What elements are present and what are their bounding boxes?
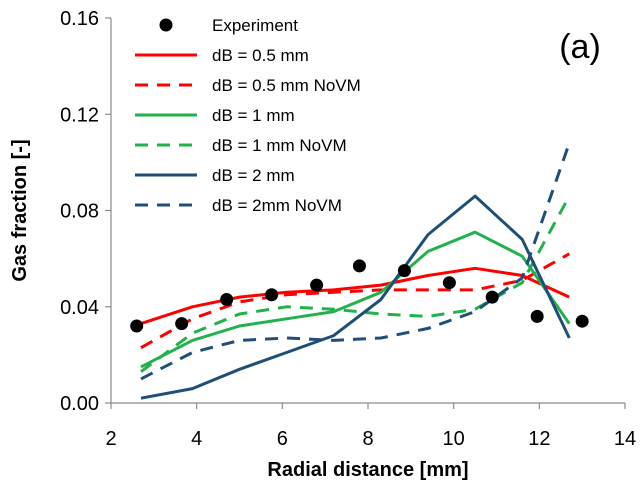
- panel-label: (a): [559, 28, 601, 66]
- x-tick-label: 10: [443, 428, 465, 450]
- series-line-6: [140, 142, 571, 381]
- x-tick-label: 12: [528, 428, 550, 450]
- x-tick-label: 14: [614, 428, 636, 450]
- x-tick-label: 8: [362, 428, 373, 450]
- experiment-point: [575, 314, 589, 328]
- experiment-point: [397, 264, 411, 278]
- legend-label: dB = 2mm NoVM: [212, 196, 342, 215]
- y-tick-label: 0.04: [60, 297, 99, 319]
- legend-label: dB = 2 mm: [212, 166, 295, 185]
- x-tick-label: 2: [105, 428, 116, 450]
- experiment-point: [310, 278, 324, 292]
- legend-label: Experiment: [212, 16, 298, 35]
- plot-series: [130, 142, 589, 400]
- legend-label: dB = 1 mm: [212, 106, 295, 125]
- y-tick-label: 0.00: [60, 393, 99, 415]
- experiment-point: [530, 309, 544, 323]
- legend-label: dB = 0.5 mm: [212, 46, 309, 65]
- legend-marker: [159, 18, 173, 32]
- experiment-point: [265, 288, 279, 302]
- experiment-point: [352, 259, 366, 273]
- series-line-1: [140, 266, 570, 326]
- axes: [110, 18, 625, 404]
- experiment-point: [130, 319, 144, 333]
- y-tick-label: 0.16: [60, 8, 99, 30]
- y-axis-title: Gas fraction [-]: [9, 139, 31, 281]
- x-axis-title: Radial distance [mm]: [267, 459, 468, 481]
- ticks: 2 4 6 8 10 12 14 0.00 0.04 0.08 0.12 0.16: [60, 8, 636, 450]
- x-tick-label: 6: [277, 428, 288, 450]
- legend: Experiment dB = 0.5 mm dB = 0.5 mm NoVM dB …: [135, 16, 361, 215]
- legend-label: dB = 0.5 mm NoVM: [212, 76, 361, 95]
- experiment-point: [485, 290, 499, 304]
- series-line-2: [140, 252, 571, 350]
- series-line-5: [140, 194, 571, 400]
- x-tick-label: 4: [191, 428, 202, 450]
- series-line-3: [140, 230, 571, 369]
- experiment-point: [220, 293, 234, 307]
- y-tick-label: 0.08: [60, 201, 99, 223]
- y-tick-label: 0.12: [60, 104, 99, 126]
- experiment-point: [442, 276, 456, 290]
- experiment-point: [175, 317, 189, 331]
- legend-label: dB = 1 mm NoVM: [212, 136, 347, 155]
